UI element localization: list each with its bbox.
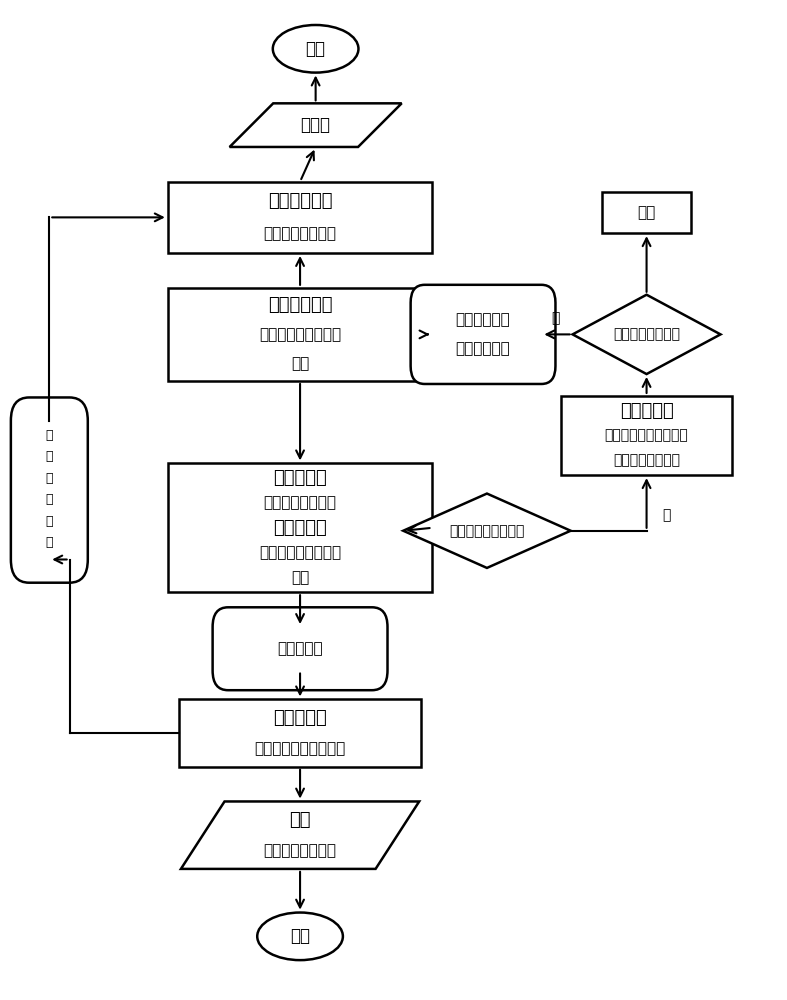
Text: 三维子模型: 三维子模型: [619, 402, 674, 420]
Text: 是否启动三维子模型: 是否启动三维子模型: [449, 524, 525, 538]
Ellipse shape: [273, 25, 358, 73]
Text: （电功，效率等）: （电功，效率等）: [264, 843, 337, 858]
Bar: [602, 192, 691, 233]
Text: 法）: 法）: [291, 356, 309, 371]
Bar: [179, 699, 421, 767]
Ellipse shape: [257, 913, 343, 960]
Text: 是: 是: [662, 508, 671, 522]
Bar: [561, 396, 732, 475]
Bar: [168, 463, 432, 592]
Polygon shape: [573, 295, 721, 374]
Text: （加载二维温度边界，: （加载二维温度边界，: [604, 429, 689, 443]
Text: 一维子模型: 一维子模型: [273, 469, 327, 487]
Text: 数: 数: [46, 536, 53, 549]
Text: 初始化: 初始化: [301, 116, 331, 134]
Text: 二维子模型: 二维子模型: [273, 519, 327, 537]
Text: 开始: 开始: [305, 40, 326, 58]
Text: 零维子模型: 零维子模型: [273, 709, 327, 727]
Text: （集热管温度分布计: （集热管温度分布计: [259, 545, 341, 560]
Bar: [168, 182, 432, 253]
Text: 修正几何参数: 修正几何参数: [456, 312, 511, 327]
Polygon shape: [230, 103, 401, 147]
FancyBboxPatch shape: [411, 285, 556, 384]
Text: 参: 参: [46, 515, 53, 528]
Text: 混合入口计算: 混合入口计算: [268, 192, 332, 210]
FancyBboxPatch shape: [11, 397, 88, 583]
Text: （热工水力计算）: （热工水力计算）: [264, 495, 337, 510]
Text: 警告: 警告: [637, 205, 656, 220]
Text: 结束: 结束: [290, 927, 310, 945]
Text: 是: 是: [551, 312, 560, 326]
Text: 是否在安全范围？: 是否在安全范围？: [613, 327, 680, 341]
Text: 更新辐射分布: 更新辐射分布: [456, 341, 511, 356]
Text: （蒙特卡洛光线追迹: （蒙特卡洛光线追迹: [259, 327, 341, 342]
Text: 汽: 汽: [46, 493, 53, 506]
Text: 算）: 算）: [291, 570, 309, 585]
Bar: [168, 288, 432, 381]
Text: 出: 出: [46, 429, 53, 442]
Text: 进行热弹性分析）: 进行热弹性分析）: [613, 453, 680, 467]
Polygon shape: [181, 801, 419, 869]
Text: （蒸汽朗肯循环计算）: （蒸汽朗肯循环计算）: [254, 741, 345, 756]
FancyBboxPatch shape: [212, 607, 387, 690]
Text: 主蒸汽参数: 主蒸汽参数: [277, 641, 323, 656]
Text: （计算入口参数）: （计算入口参数）: [264, 226, 337, 241]
Text: 蒸: 蒸: [46, 472, 53, 485]
Text: 输出: 输出: [290, 811, 311, 829]
Text: 辐射分布计算: 辐射分布计算: [268, 296, 332, 314]
Text: 口: 口: [46, 450, 53, 463]
Polygon shape: [403, 494, 571, 568]
